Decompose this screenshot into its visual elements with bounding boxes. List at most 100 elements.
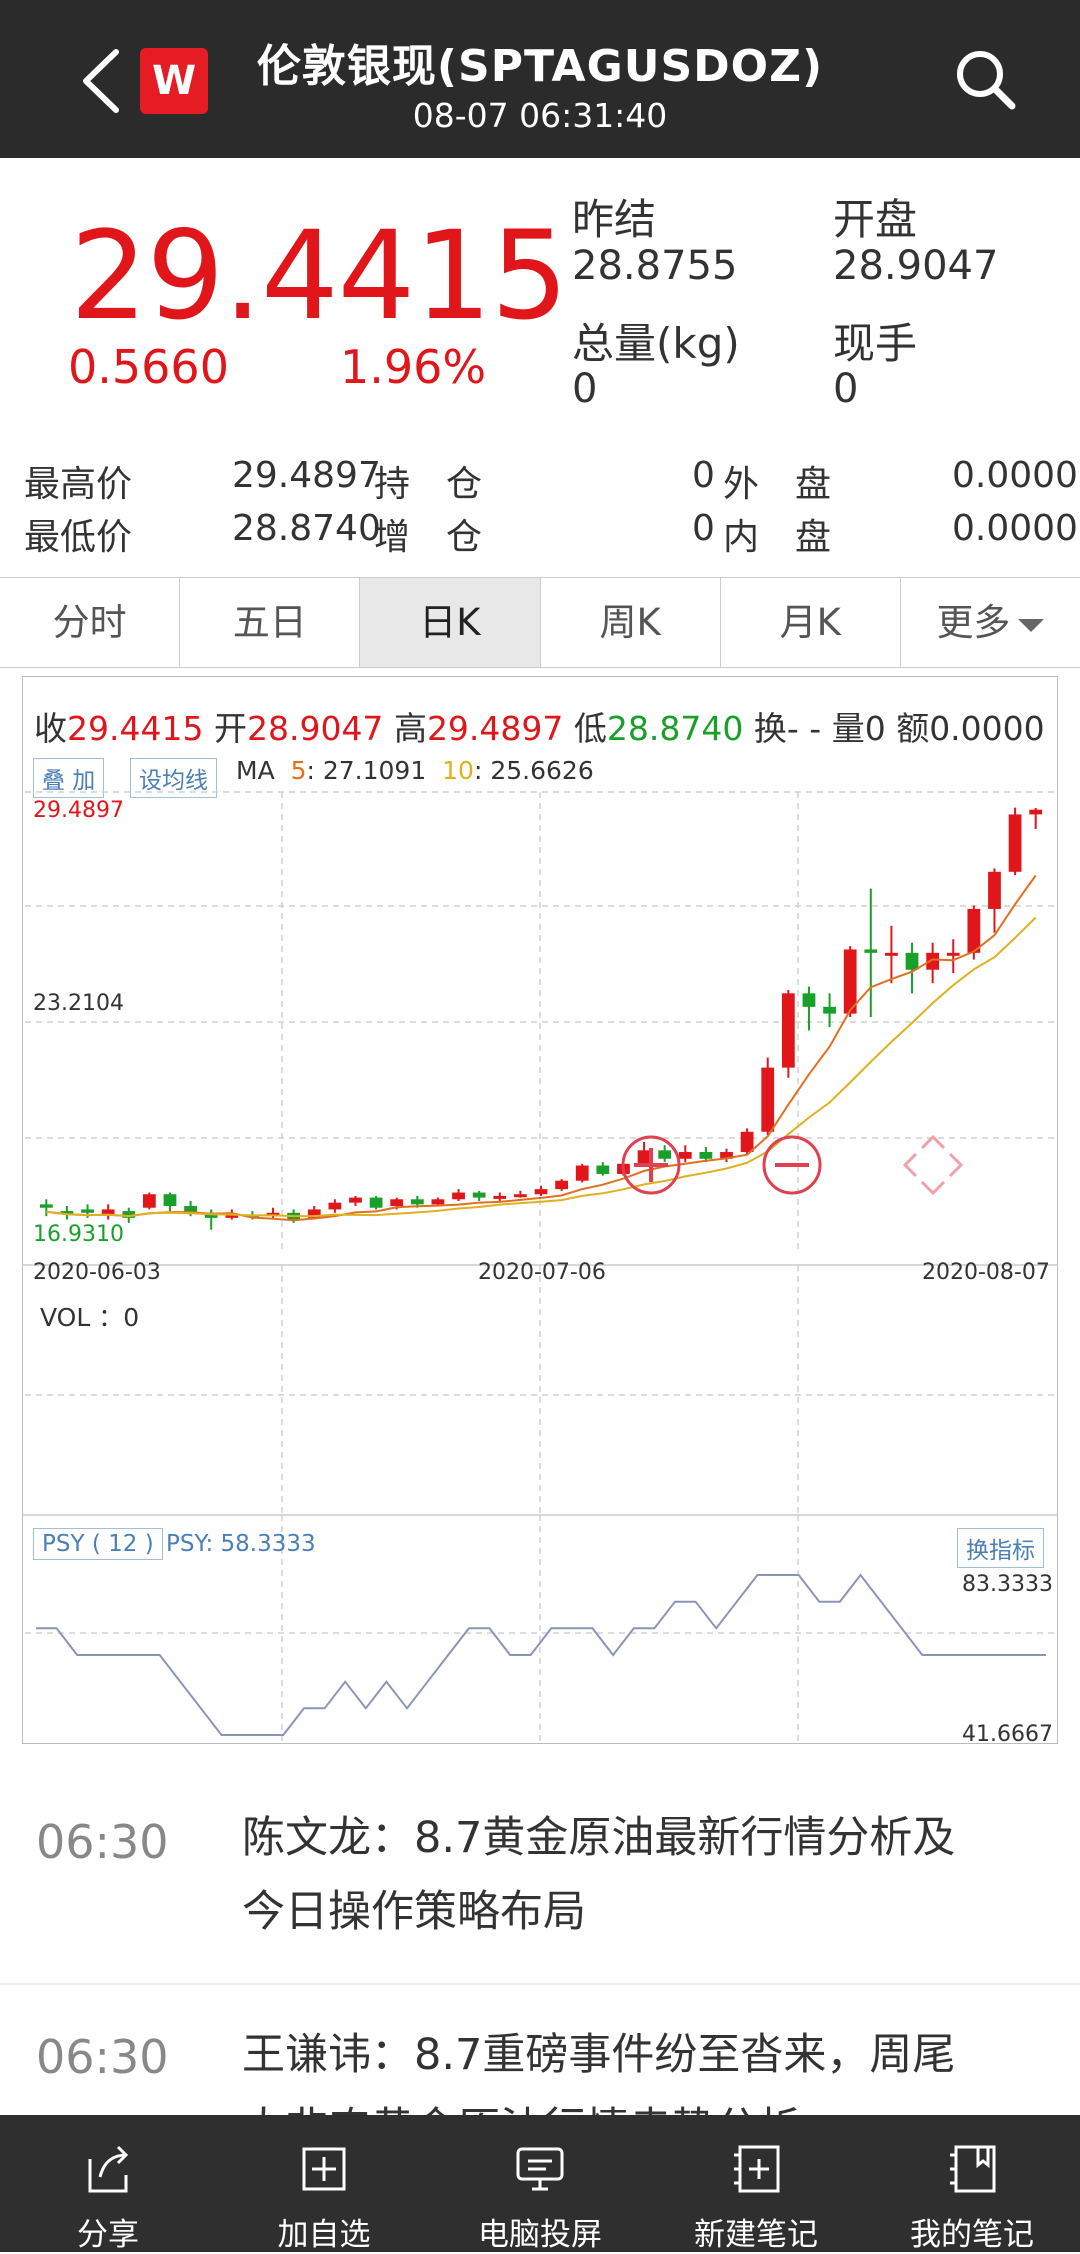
notebook-icon <box>950 2145 996 2193</box>
candle-body <box>823 1006 836 1014</box>
ma5-key: 5 <box>290 756 307 785</box>
open-value: 28.9047 <box>833 243 999 289</box>
back-arrow-icon[interactable] <box>72 46 132 116</box>
update-time: 08-07 06:31:40 <box>412 96 668 135</box>
x-label-start: 2020-06-03 <box>33 1260 161 1285</box>
prev-settle-value: 28.8755 <box>572 243 738 289</box>
tab-weekly-k[interactable]: 周K <box>541 578 721 667</box>
my-notes-button[interactable]: 我的笔记 <box>864 2115 1080 2253</box>
candle-body <box>369 1197 383 1208</box>
add-value: 0 <box>692 508 715 549</box>
share-label: 分享 <box>77 2217 139 2253</box>
overlay-button[interactable]: 叠 加 <box>33 758 105 798</box>
move-cross-icon[interactable] <box>902 1134 964 1196</box>
candle-body <box>699 1152 713 1159</box>
candle-body <box>163 1194 177 1207</box>
candle-body <box>1008 814 1022 872</box>
tab-intraday[interactable]: 分时 <box>0 578 181 667</box>
add-box-icon <box>302 2147 346 2191</box>
ma5-line <box>46 874 1037 1222</box>
candle-body <box>410 1199 424 1205</box>
low-value: 28.8740 <box>232 508 381 549</box>
switch-indicator-button[interactable]: 换指标 <box>957 1528 1044 1568</box>
tab-more-label: 更多 <box>936 601 1011 644</box>
candle-body <box>122 1211 136 1218</box>
high-value: 29.4897 <box>232 455 381 496</box>
news-divider <box>0 1983 1080 1985</box>
ma-readout: MA 5: 27.1091 10: 25.6626 <box>236 756 594 785</box>
turnover-label: 换- - <box>753 709 822 748</box>
open-label-k: 开 <box>213 709 247 748</box>
price-change: 0.5660 <box>68 340 229 394</box>
current-hand-label: 现手 <box>833 319 918 368</box>
set-ma-button[interactable]: 设均线 <box>130 758 217 798</box>
candle-body <box>431 1199 445 1205</box>
screen-cast-button[interactable]: 电脑投屏 <box>432 2115 648 2253</box>
kline-grid <box>25 791 1055 1743</box>
open-value-k: 28.9047 <box>246 709 384 748</box>
candle-body <box>39 1204 53 1208</box>
ma10-line <box>46 916 1037 1218</box>
candle-body <box>843 949 857 1014</box>
candle-body <box>60 1211 74 1215</box>
low-label: 最低价 <box>24 517 133 558</box>
search-icon[interactable] <box>950 44 1020 114</box>
tab-daily-k[interactable]: 日K <box>360 578 541 667</box>
app-logo: W <box>140 48 208 114</box>
add-watchlist-button[interactable]: 加自选 <box>216 2115 432 2253</box>
candle-body <box>472 1192 486 1198</box>
candle-body <box>328 1202 342 1210</box>
candle-body <box>658 1150 672 1159</box>
psy-indicator-button[interactable]: PSY ( 12 ) <box>33 1528 163 1560</box>
new-note-label: 新建笔记 <box>694 2217 818 2253</box>
share-icon <box>88 2145 129 2193</box>
candle-body <box>596 1165 610 1174</box>
x-label-end: 2020-08-07 <box>922 1260 1050 1285</box>
kline-y-bottom: 16.9310 <box>33 1222 124 1247</box>
candle-body <box>781 993 795 1068</box>
ma5-value: : 27.1091 <box>306 756 427 785</box>
candle-body <box>349 1197 362 1203</box>
candle-body <box>946 952 960 956</box>
tab-five-day[interactable]: 五日 <box>180 578 361 667</box>
open-label: 开盘 <box>833 195 918 244</box>
candle-body <box>967 908 981 953</box>
high-label-k: 高 <box>393 709 427 748</box>
candle-body <box>740 1131 754 1153</box>
volume-value: 0 <box>572 366 598 412</box>
news-title-1-line2: 今日操作策略布局 <box>242 1887 586 1937</box>
x-label-mid: 2020-07-06 <box>478 1260 606 1285</box>
inner-value: 0.0000 <box>952 508 1078 549</box>
share-button[interactable]: 分享 <box>0 2115 216 2253</box>
candle-body <box>101 1209 115 1215</box>
ma10-key: 10 <box>442 756 474 785</box>
candle-body <box>81 1209 94 1213</box>
candle-body <box>452 1192 465 1200</box>
psy-y-top: 83.3333 <box>962 1572 1053 1597</box>
candle-body <box>534 1189 548 1195</box>
candle-body <box>988 871 1001 909</box>
psy-y-bottom: 41.6667 <box>962 1722 1053 1747</box>
candle-body <box>493 1195 507 1199</box>
inner-label: 内 盘 <box>723 517 832 558</box>
candle-body <box>513 1194 527 1198</box>
candle-body <box>575 1165 589 1181</box>
bottom-toolbar: 分享 加自选 电脑投屏 新建笔记 我的笔记 <box>0 2115 1080 2253</box>
tab-monthly-k[interactable]: 月K <box>721 578 901 667</box>
zoom-out-icon[interactable] <box>762 1135 822 1195</box>
news-time-2: 06:30 <box>36 2030 169 2084</box>
candle-body <box>1029 809 1043 815</box>
vol-readout: 量0 <box>831 709 886 748</box>
candle-body <box>225 1214 239 1218</box>
candle-body <box>204 1212 218 1218</box>
tab-more[interactable]: 更多 <box>901 578 1080 667</box>
new-note-button[interactable]: 新建笔记 <box>648 2115 864 2253</box>
candle-layer <box>39 807 1043 1230</box>
news-item-1[interactable]: 陈文龙：8.7黄金原油最新行情分析及 今日操作策略布局 <box>242 1801 955 1949</box>
screen-cast-label: 电脑投屏 <box>478 2217 602 2253</box>
page-title: 伦敦银现(SPTAGUSDOZ) <box>256 41 824 92</box>
candle-body <box>720 1152 733 1159</box>
zoom-in-icon[interactable] <box>621 1135 681 1195</box>
screen-cast-icon <box>516 2147 564 2191</box>
